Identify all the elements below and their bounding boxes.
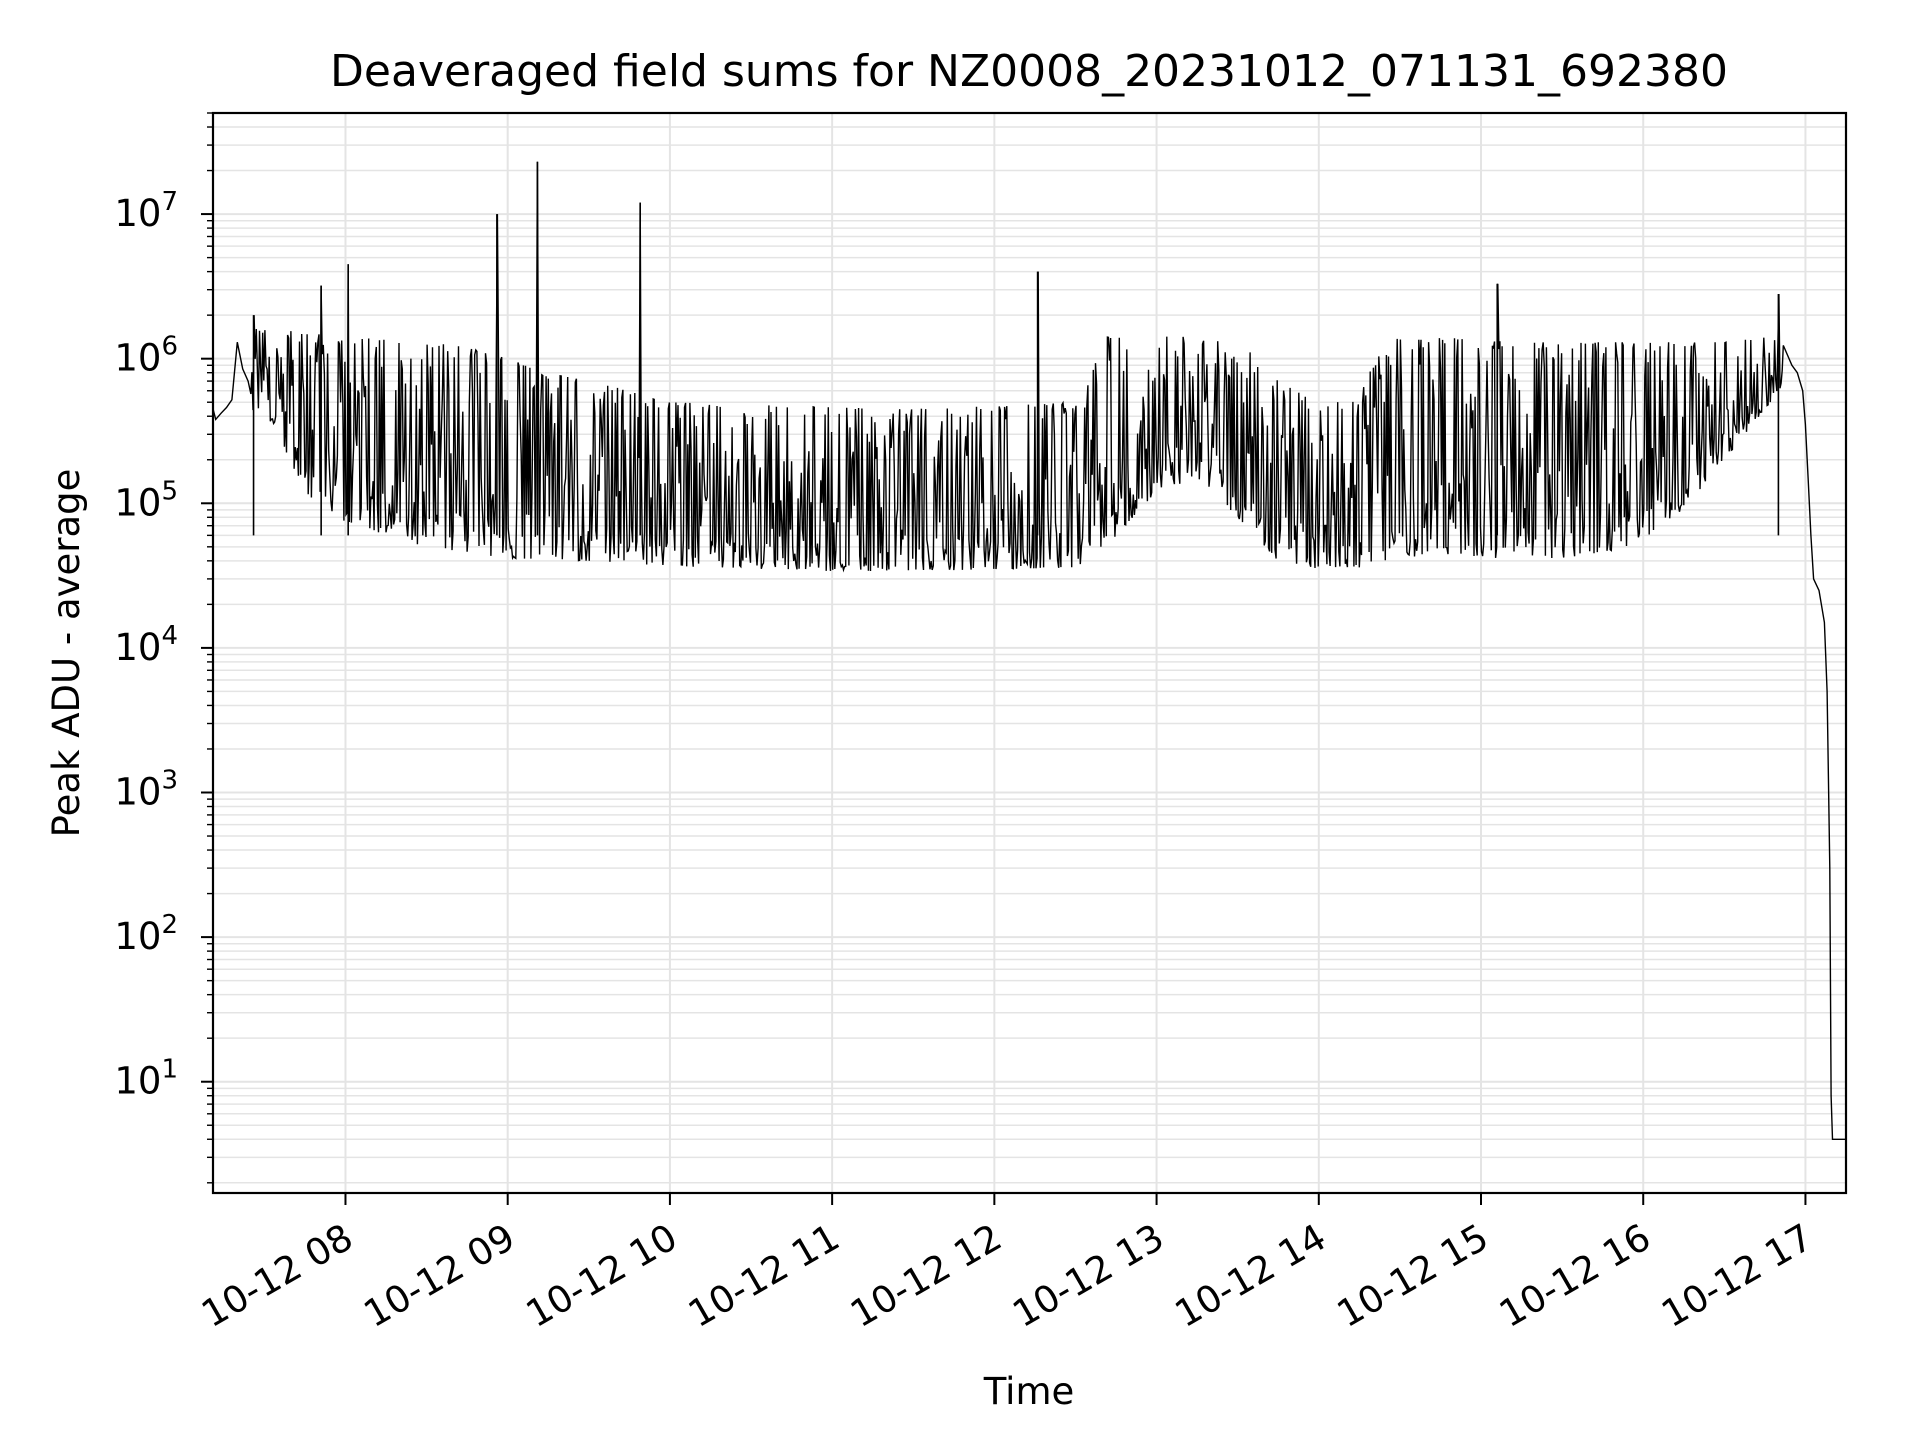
y-tick-label: 106 xyxy=(114,332,178,380)
y-axis-label: Peak ADU - average xyxy=(45,469,88,838)
y-tick-label: 103 xyxy=(114,766,178,814)
y-tick-label: 104 xyxy=(114,621,178,669)
y-tick-label: 105 xyxy=(114,476,178,524)
y-tick-label: 107 xyxy=(114,187,178,235)
chart-title: Deaveraged field sums for NZ0008_2023101… xyxy=(330,46,1728,97)
series-line xyxy=(212,161,1846,1140)
y-tick-label: 102 xyxy=(114,910,178,958)
data-layer xyxy=(212,161,1846,1140)
plot-frame xyxy=(211,111,1848,1195)
x-axis-label: Time xyxy=(983,1370,1075,1413)
y-tick-label: 101 xyxy=(114,1055,178,1103)
